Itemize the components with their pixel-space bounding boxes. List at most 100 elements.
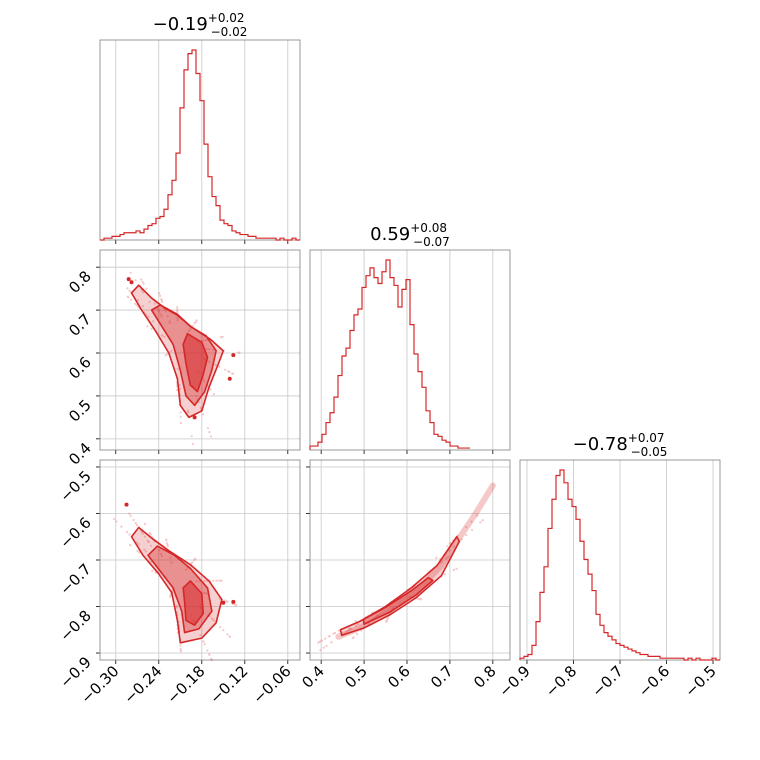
scatter-point (319, 640, 322, 643)
scatter-point (460, 538, 463, 541)
scatter-point (137, 543, 140, 546)
scatter-point (159, 294, 162, 297)
scatter-point (128, 512, 131, 515)
scatter-point (147, 541, 150, 544)
y-tick-label: 0.8 (65, 267, 95, 297)
scatter-point (385, 619, 388, 622)
scatter-point (176, 311, 179, 314)
scatter-point (212, 619, 215, 622)
scatter-point (219, 579, 222, 582)
scatter-point (387, 616, 390, 620)
outlier-point (227, 376, 232, 381)
scatter-point (168, 320, 171, 323)
scatter-point (237, 351, 240, 354)
scatter-point (215, 579, 218, 582)
scatter-point (161, 300, 164, 303)
scatter-point (418, 597, 421, 601)
scatter-point (226, 600, 229, 603)
title-plus: +0.08 (410, 221, 447, 235)
scatter-point (190, 562, 193, 565)
scatter-point (210, 657, 213, 661)
scatter-point (337, 629, 340, 632)
scatter-point (452, 568, 455, 572)
scatter-point (143, 548, 146, 551)
title-minus: −0.02 (211, 25, 248, 39)
scatter-point (218, 365, 221, 368)
scatter-point (212, 348, 215, 351)
scatter-point (193, 558, 196, 562)
scatter-point (170, 561, 173, 564)
panel-frame (99, 39, 301, 241)
scatter-point (175, 606, 178, 609)
scatter-point (435, 556, 438, 560)
scatter-point (179, 650, 182, 653)
x-tick-label: −0.6 (635, 662, 673, 700)
scatter-point (214, 363, 217, 366)
y-tick-label: 0.6 (65, 353, 95, 383)
scatter-point (186, 409, 189, 412)
scatter-point (163, 335, 166, 338)
outlier-point (192, 415, 197, 420)
panel-frame (99, 459, 301, 661)
scatter-point (319, 648, 322, 652)
scatter-point (140, 278, 143, 281)
scatter-point (147, 315, 150, 318)
scatter-point (226, 600, 229, 603)
scatter-point (225, 600, 228, 603)
scatter-point (147, 540, 150, 543)
x-tick-label: −0.8 (542, 662, 580, 700)
scatter-point (443, 573, 446, 576)
scatter-point (205, 347, 208, 350)
scatter-point (441, 560, 444, 563)
scatter-point (179, 421, 182, 425)
scatter-point (184, 568, 188, 571)
scatter-point (318, 640, 321, 643)
x-tick-label: 0.7 (427, 662, 457, 692)
scatter-point (158, 292, 161, 295)
scatter-point (142, 290, 145, 294)
scatter-point (202, 591, 205, 594)
scatter-point (221, 335, 224, 338)
scatter-point (137, 299, 140, 302)
scatter-point (208, 360, 211, 363)
scatter-point (175, 604, 178, 608)
scatter-point (479, 521, 482, 524)
scatter-point (481, 519, 484, 522)
contour-2-1 (362, 576, 434, 625)
outlier-point (231, 353, 236, 358)
scatter-point (194, 557, 197, 560)
titles-layer: −0.19+0.02 −0.02 0.59+0.08 −0.07 −0.78+0.0… (153, 11, 668, 459)
scatter-point (187, 411, 190, 414)
x-tick-label: −0.9 (495, 662, 533, 700)
scatter-point (212, 579, 215, 582)
scatter-point (452, 568, 455, 572)
scatter-point (176, 310, 179, 313)
scatter-point (227, 370, 230, 373)
outlier-point (126, 277, 131, 282)
scatter-point (193, 322, 196, 325)
title-param-2: −0.78+0.07 −0.05 (573, 431, 668, 459)
scatter-point (157, 309, 160, 312)
scatter-point (165, 538, 168, 541)
scatter-point (189, 328, 192, 331)
outlier-point (231, 599, 236, 604)
title-value: −0.19 (153, 14, 208, 35)
scatter-point (210, 617, 214, 620)
scatter-point (170, 561, 173, 564)
title-plus: +0.07 (628, 431, 665, 445)
scatter-point (476, 514, 479, 517)
scatter-point (168, 320, 171, 323)
scatter-point (150, 327, 153, 330)
scatter-point (127, 296, 130, 299)
histogram-2 (519, 469, 720, 661)
y-tick-label: 0.5 (65, 396, 95, 426)
scatter-point (141, 531, 144, 534)
scatter-point (125, 530, 128, 534)
scatter-point (446, 545, 449, 548)
scatter-point (452, 545, 455, 548)
scatter-point (129, 514, 132, 517)
scatter-point (203, 643, 206, 646)
contour-2-0 (339, 535, 461, 637)
scatter-point (152, 320, 155, 323)
